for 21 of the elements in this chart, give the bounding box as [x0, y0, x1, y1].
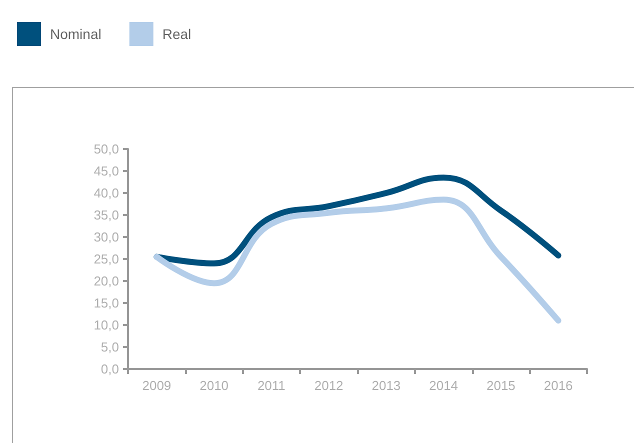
y-tick-label: 10,0 — [94, 318, 119, 332]
x-tick-label: 2012 — [314, 378, 344, 393]
legend-label: Real — [162, 26, 192, 42]
y-tick-label: 45,0 — [94, 164, 119, 178]
x-tick-label: 2011 — [257, 378, 286, 393]
x-tick-label: 2010 — [200, 378, 229, 393]
legend-label: Nominal — [50, 26, 102, 42]
y-tick-label: 40,0 — [94, 186, 119, 200]
x-tick-label: 2015 — [486, 378, 516, 393]
y-tick-label: 35,0 — [94, 208, 119, 222]
y-tick-label: 50,0 — [94, 142, 119, 156]
x-tick-label: 2009 — [142, 378, 172, 393]
x-tick-label: 2016 — [544, 378, 573, 393]
y-tick-label: 20,0 — [94, 274, 119, 288]
y-tick-label: 25,0 — [94, 252, 119, 266]
y-tick-label: 5,0 — [100, 340, 119, 354]
x-tick-label: 2013 — [372, 378, 401, 393]
y-tick-label: 0,0 — [100, 362, 119, 376]
x-tick-label: 2014 — [429, 378, 458, 393]
y-tick-label: 15,0 — [94, 296, 119, 310]
y-tick-label: 30,0 — [94, 230, 119, 244]
